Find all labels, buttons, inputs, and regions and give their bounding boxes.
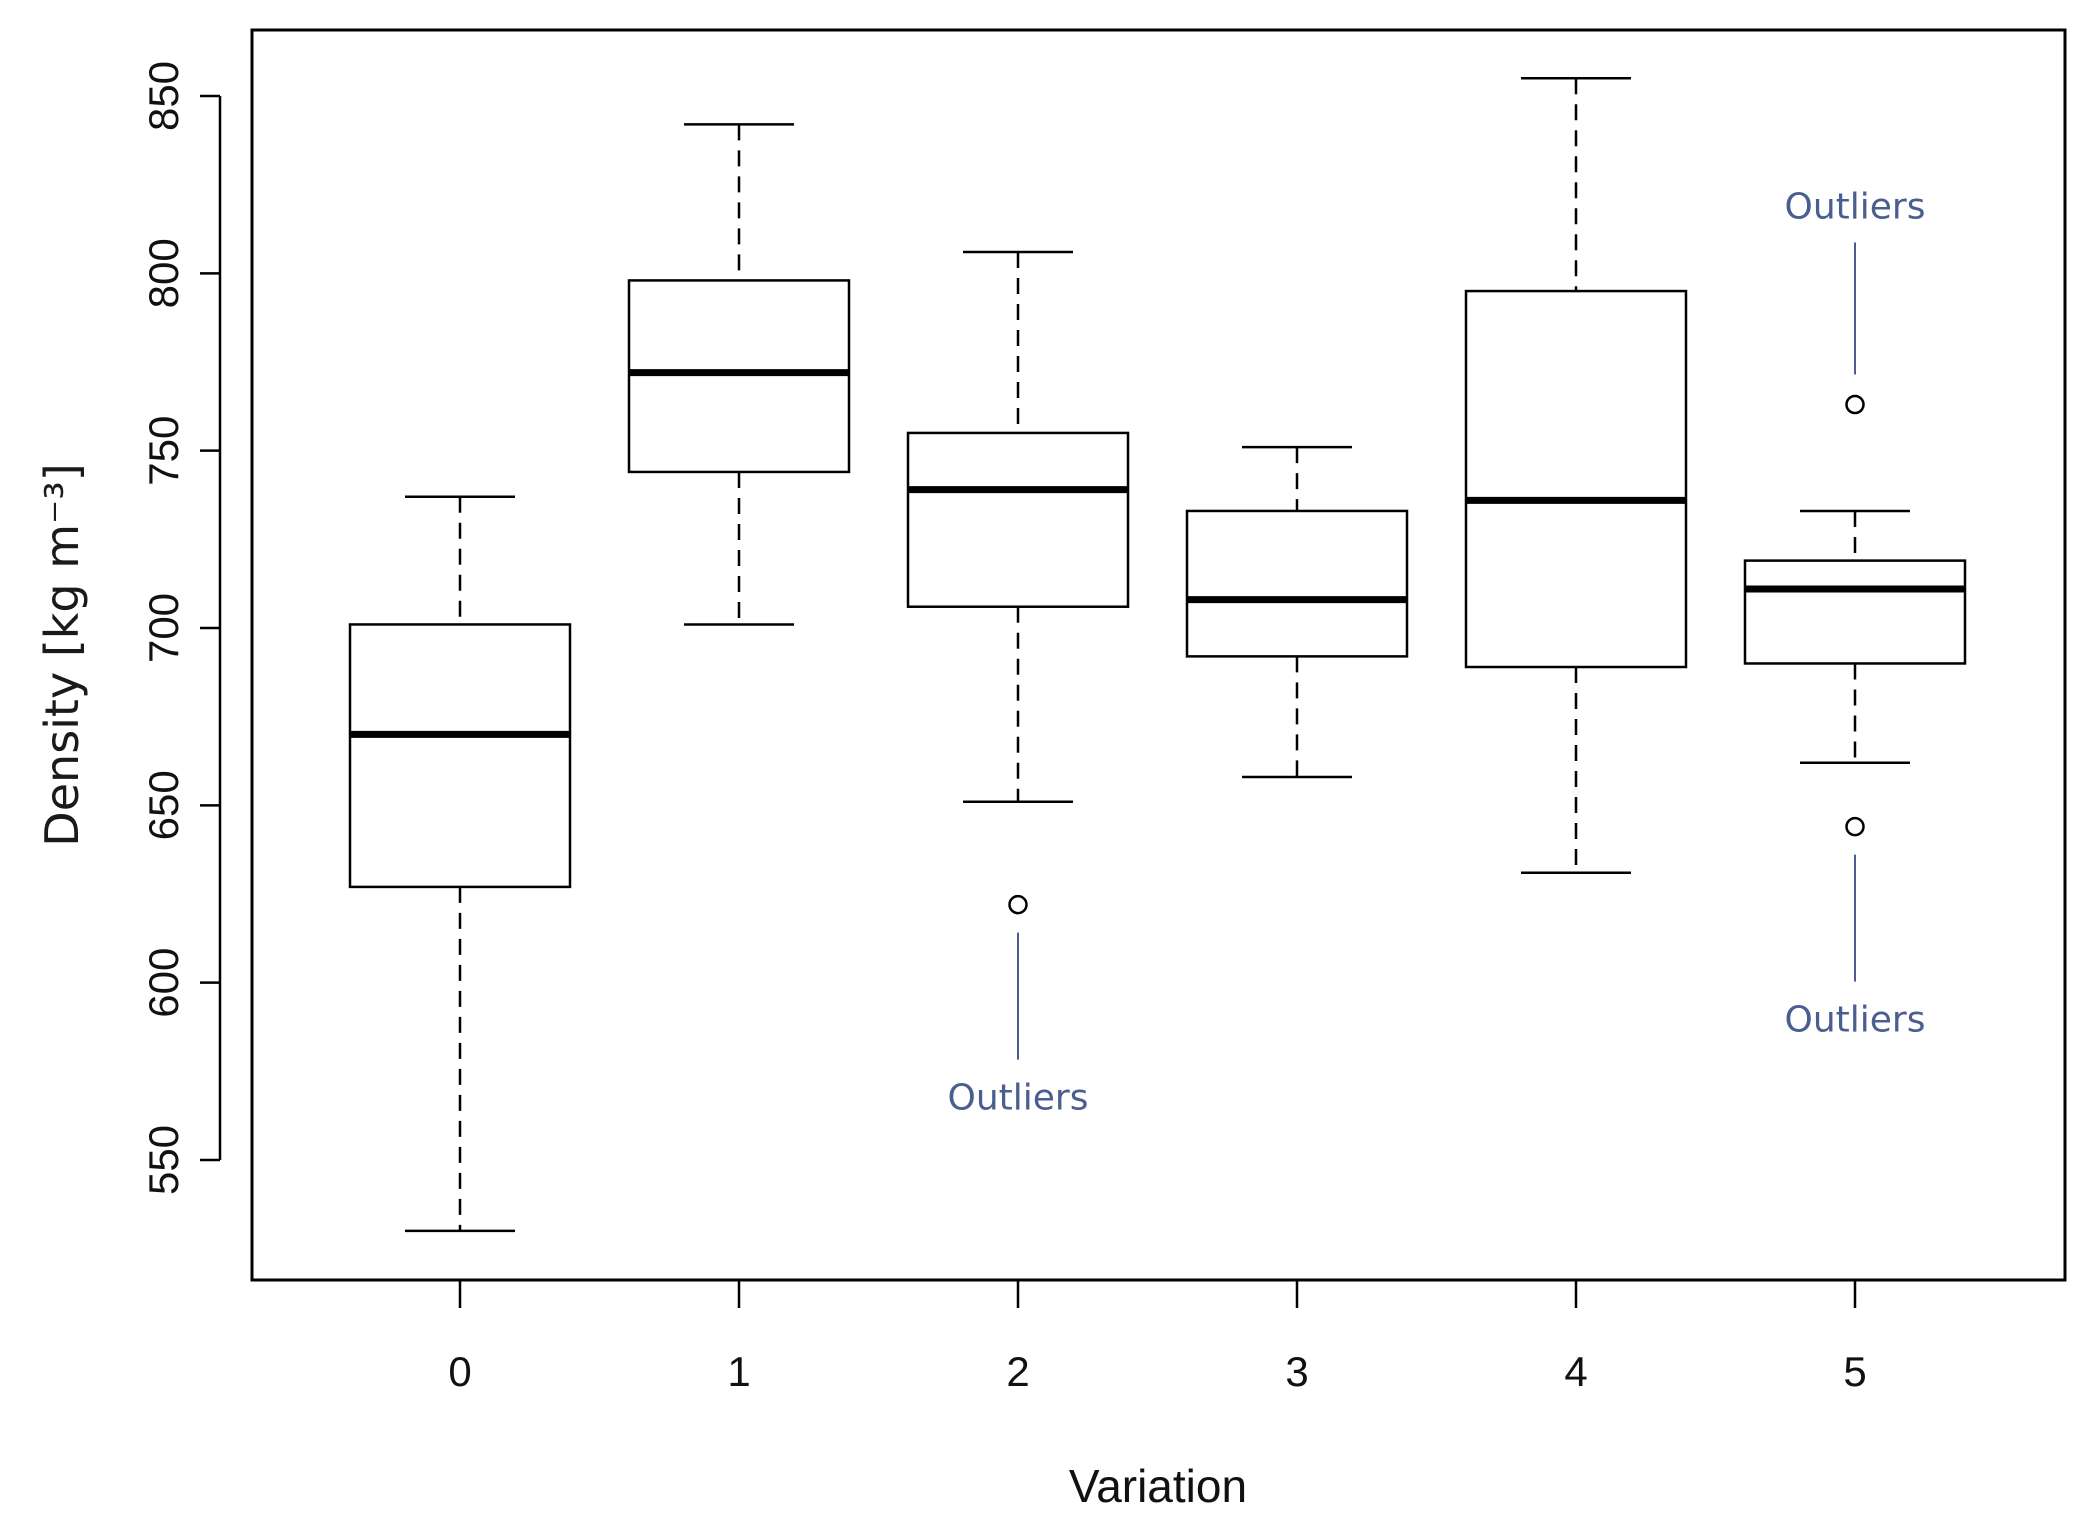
annotation-label: Outliers — [1785, 1000, 1926, 1041]
y-tick-label: 550 — [140, 1125, 187, 1195]
iqr-box — [1185, 509, 1409, 658]
y-tick-label: 750 — [140, 416, 187, 486]
boxes — [348, 77, 1967, 1233]
x-tick-label: 1 — [727, 1348, 750, 1395]
box-group-4 — [1464, 77, 1688, 874]
annotation-label: Outliers — [948, 1078, 1089, 1119]
box-group-3 — [1185, 445, 1409, 779]
y-tick-label: 700 — [140, 593, 187, 663]
box-group-5 — [1743, 394, 1967, 837]
x-tick-label: 0 — [448, 1348, 471, 1395]
annotations: Outliers Outliers Outliers — [948, 187, 1926, 1119]
x-axis: 0 1 2 3 4 5 — [448, 1278, 1867, 1395]
y-axis: 550 600 650 700 750 800 850 — [140, 61, 222, 1195]
y-tick-label: 650 — [140, 770, 187, 840]
annotation-label: Outliers — [1785, 187, 1926, 228]
x-tick-label: 4 — [1564, 1348, 1587, 1395]
outlier-point — [1845, 816, 1865, 837]
y-tick-label: 850 — [140, 61, 187, 131]
outlier-point — [1845, 394, 1865, 415]
x-axis-title: Variation — [1069, 1460, 1247, 1512]
iqr-box — [1743, 559, 1967, 665]
iqr-box — [627, 279, 851, 474]
x-tick-label: 3 — [1285, 1348, 1308, 1395]
x-tick-label: 2 — [1006, 1348, 1029, 1395]
x-tick-label: 5 — [1843, 1348, 1866, 1395]
box-group-1 — [627, 123, 851, 626]
box-group-2 — [906, 250, 1130, 915]
iqr-box — [1464, 289, 1688, 669]
outlier-point — [1008, 894, 1028, 915]
iqr-box — [906, 431, 1130, 608]
y-tick-label: 600 — [140, 948, 187, 1018]
box-group-0 — [348, 495, 572, 1233]
y-tick-label: 800 — [140, 238, 187, 308]
y-axis-title: Density [kg m⁻³] — [35, 463, 89, 846]
iqr-box — [348, 623, 572, 889]
